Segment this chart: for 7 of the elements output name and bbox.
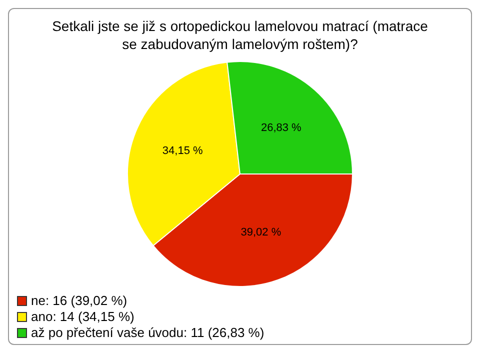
chart-title: Setkali jste se již s ortopedickou lamelovou matrací (matrace se zabudovaným lamelovým roštem)?	[51, 17, 429, 53]
data-label: 26,83 %	[260, 122, 302, 134]
data-label: 34,15 %	[162, 144, 204, 157]
data-label: 39,02 %	[240, 226, 282, 238]
legend-label: až po přečtení vaše úvodu: 11 (26,83 %)	[31, 325, 264, 341]
legend-label: ano: 14 (34,15 %)	[31, 309, 134, 325]
legend-label: ne: 16 (39,02 %)	[31, 293, 128, 309]
